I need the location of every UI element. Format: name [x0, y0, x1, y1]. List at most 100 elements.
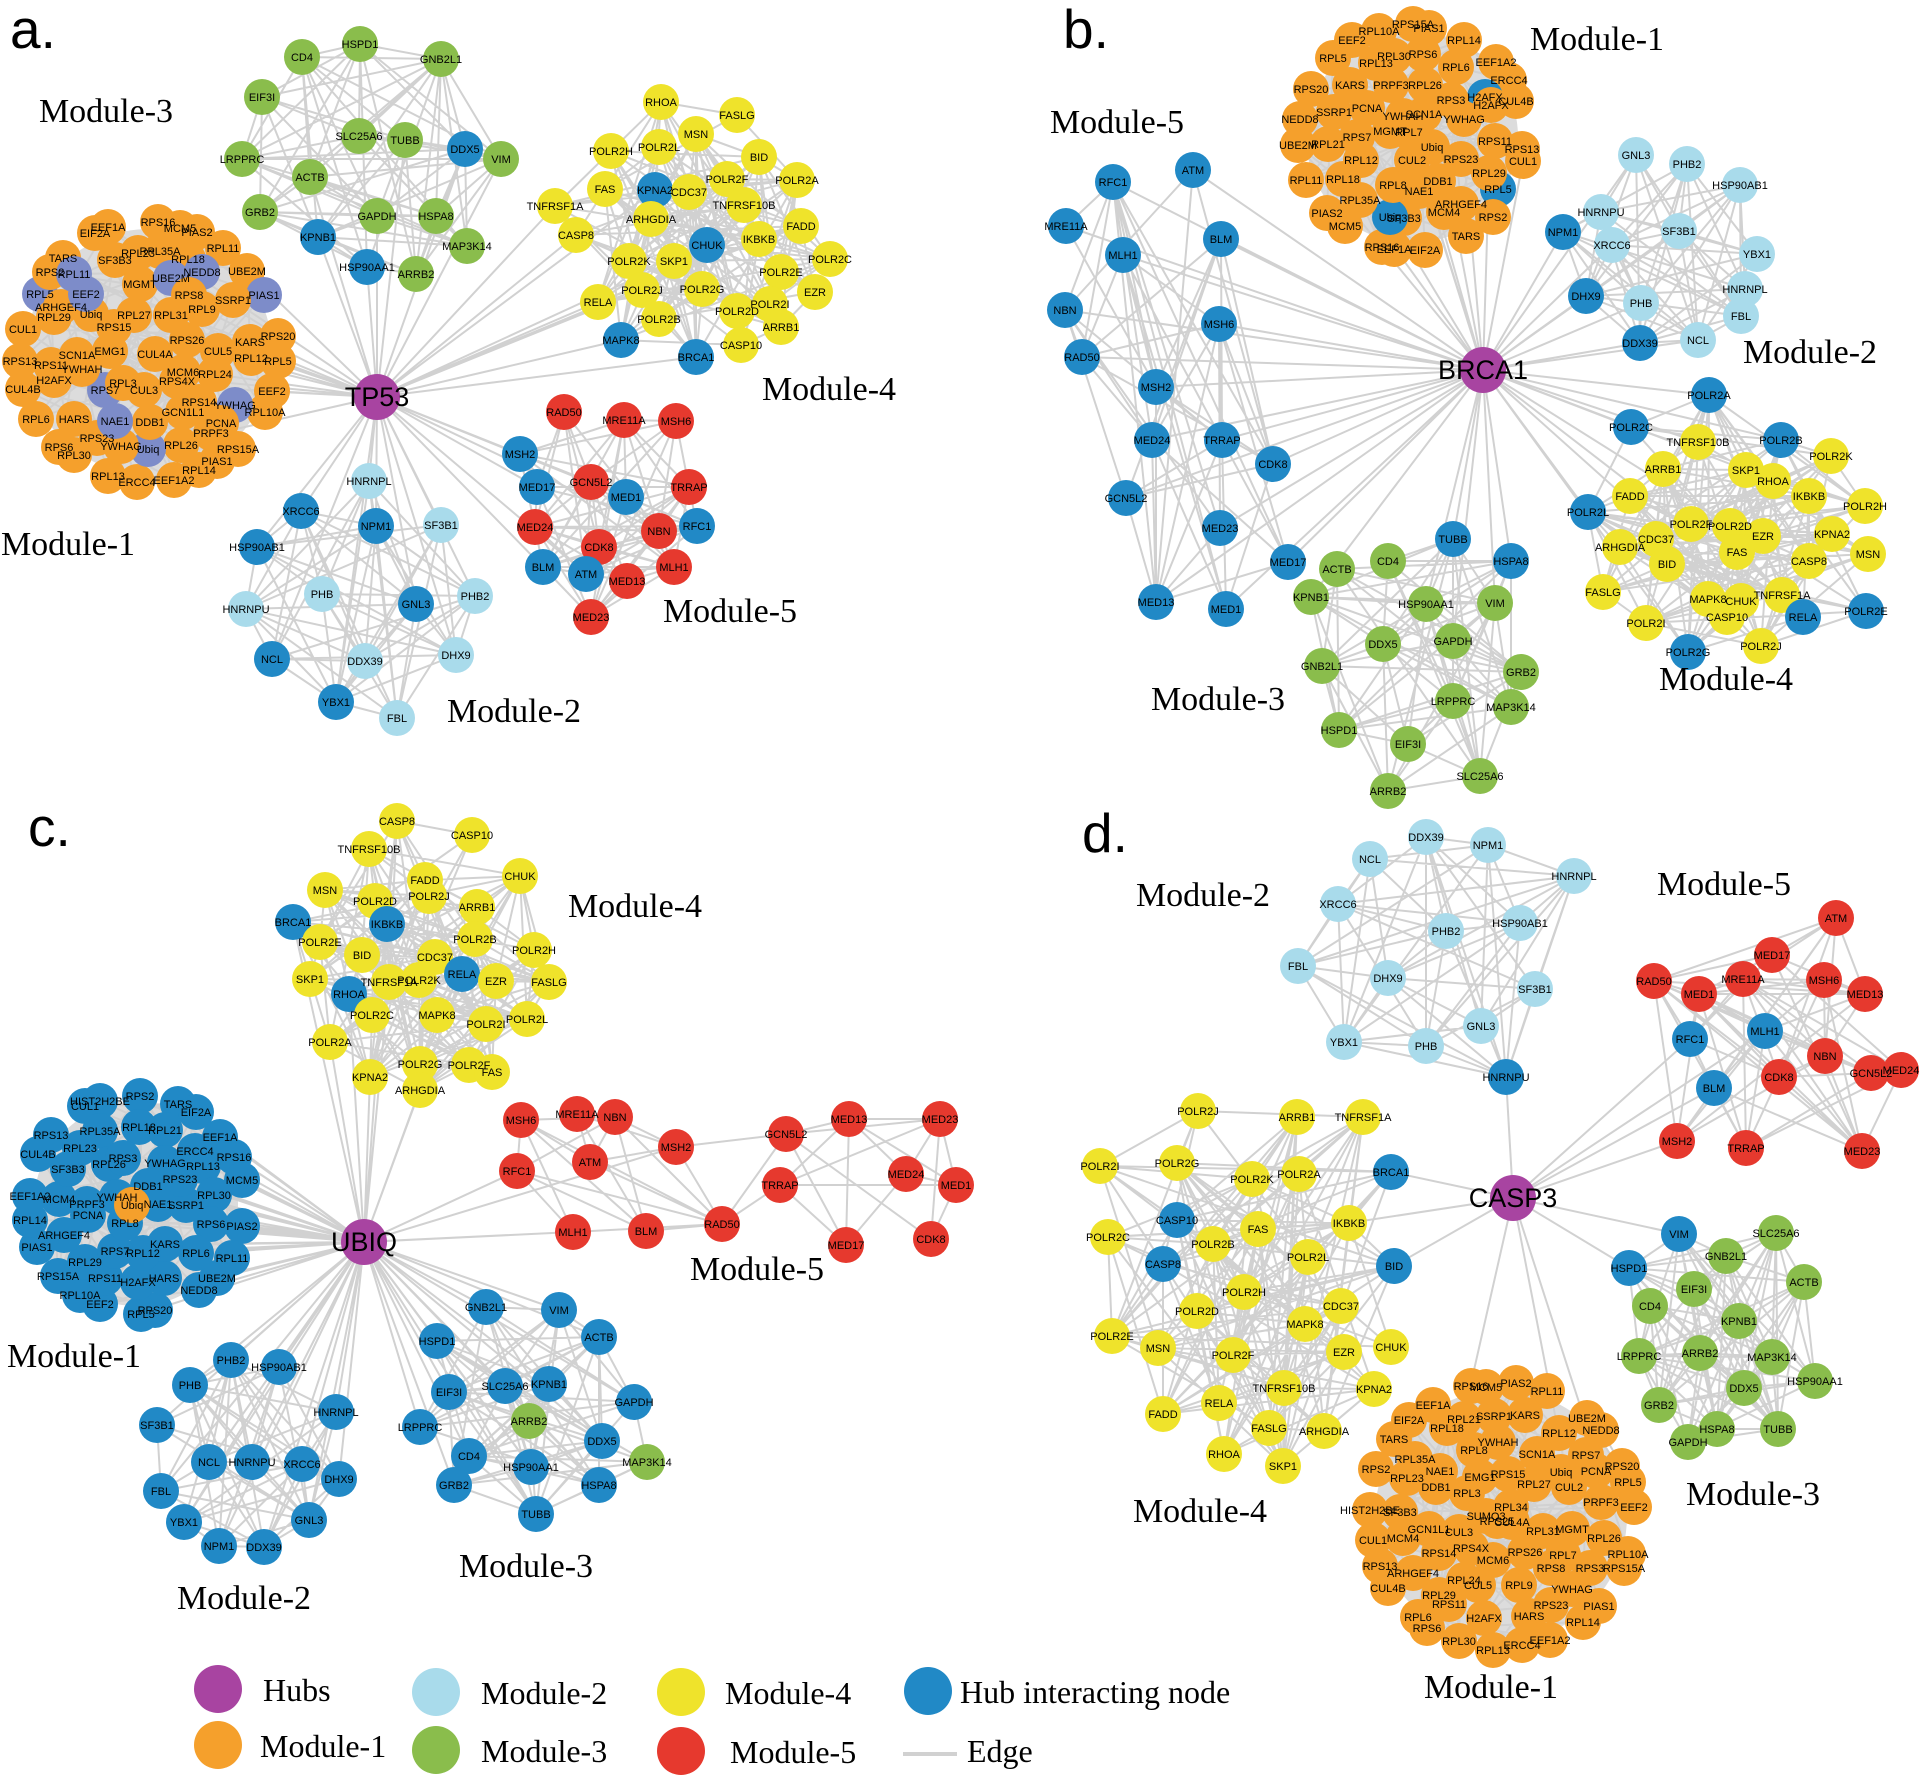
svg-text:CUL2: CUL2	[1398, 155, 1426, 167]
svg-text:MGMT: MGMT	[1373, 126, 1407, 138]
svg-text:RPS11: RPS11	[34, 360, 68, 372]
svg-text:DDX39: DDX39	[1622, 338, 1657, 350]
svg-text:RPL14: RPL14	[13, 1215, 47, 1227]
svg-text:FASLG: FASLG	[531, 977, 566, 989]
svg-text:MSN: MSN	[1856, 549, 1881, 561]
svg-text:FBL: FBL	[387, 713, 407, 725]
svg-text:TRRAP: TRRAP	[761, 1180, 798, 1192]
svg-text:DHX9: DHX9	[441, 650, 470, 662]
svg-text:SCN1A: SCN1A	[59, 350, 96, 362]
svg-text:GRB2: GRB2	[1644, 1400, 1674, 1412]
svg-text:SF3B1: SF3B1	[1662, 226, 1696, 238]
svg-text:MSH2: MSH2	[1662, 1136, 1693, 1148]
svg-text:RPL35A: RPL35A	[1340, 195, 1382, 207]
svg-text:POLR2I: POLR2I	[1080, 1161, 1119, 1173]
svg-text:FAS: FAS	[1248, 1224, 1269, 1236]
svg-text:GNB2L1: GNB2L1	[1705, 1251, 1747, 1263]
svg-text:BLM: BLM	[635, 1226, 658, 1238]
svg-text:CUL5: CUL5	[1464, 1580, 1492, 1592]
svg-text:RELA: RELA	[1205, 1398, 1234, 1410]
svg-text:TNFRSF1A: TNFRSF1A	[1754, 590, 1812, 602]
svg-text:KPNB1: KPNB1	[300, 232, 336, 244]
svg-text:RPL27: RPL27	[1517, 1479, 1551, 1491]
svg-text:H2AFX: H2AFX	[1467, 92, 1503, 104]
svg-text:FAS: FAS	[1727, 547, 1748, 559]
svg-text:Hub interacting node: Hub interacting node	[960, 1674, 1230, 1710]
svg-text:RPS13: RPS13	[1363, 1561, 1398, 1573]
svg-text:GRB2: GRB2	[1506, 667, 1536, 679]
svg-text:ERCC4: ERCC4	[1490, 75, 1527, 87]
svg-text:HARS: HARS	[149, 1273, 180, 1285]
svg-text:RPS6: RPS6	[1413, 1623, 1442, 1635]
svg-text:GNL3: GNL3	[1622, 150, 1651, 162]
svg-text:TARS: TARS	[49, 253, 78, 265]
svg-text:YWHAG: YWHAG	[1551, 1584, 1593, 1596]
svg-text:RPL12: RPL12	[1542, 1428, 1576, 1440]
svg-text:RPS23: RPS23	[80, 433, 115, 445]
svg-text:RPS7: RPS7	[101, 1246, 130, 1258]
svg-text:GAPDH: GAPDH	[1668, 1437, 1707, 1449]
svg-text:MCM4: MCM4	[1387, 1533, 1419, 1545]
svg-text:MCM6: MCM6	[1477, 1555, 1509, 1567]
svg-text:RELA: RELA	[584, 297, 613, 309]
svg-text:POLR2J: POLR2J	[621, 285, 663, 297]
svg-text:NPM1: NPM1	[204, 1541, 235, 1553]
svg-text:H2AFX: H2AFX	[120, 1277, 156, 1289]
svg-text:RPL30: RPL30	[1442, 1636, 1476, 1648]
svg-text:CDC37: CDC37	[671, 187, 707, 199]
svg-text:ATM: ATM	[575, 569, 597, 581]
svg-text:MSN: MSN	[1146, 1343, 1171, 1355]
svg-text:RPL29: RPL29	[1422, 1590, 1456, 1602]
svg-text:CASP8: CASP8	[558, 230, 594, 242]
svg-text:RAD50: RAD50	[546, 407, 581, 419]
svg-text:RPL3: RPL3	[109, 378, 137, 390]
svg-text:RPS7: RPS7	[1343, 132, 1372, 144]
svg-text:TNFRSF1A: TNFRSF1A	[1335, 1112, 1393, 1124]
svg-text:RHOA: RHOA	[333, 989, 365, 1001]
svg-text:BID: BID	[750, 152, 768, 164]
svg-text:RPS16: RPS16	[1365, 242, 1400, 254]
svg-text:PHB2: PHB2	[461, 591, 490, 603]
svg-text:CHUK: CHUK	[1725, 596, 1757, 608]
svg-text:POLR2F: POLR2F	[448, 1060, 491, 1072]
svg-text:NBN: NBN	[647, 526, 670, 538]
svg-text:Module-4: Module-4	[725, 1675, 851, 1711]
svg-text:PIAS1: PIAS1	[248, 290, 279, 302]
svg-text:FADD: FADD	[1148, 1409, 1177, 1421]
svg-text:GCN5L2: GCN5L2	[1105, 493, 1148, 505]
svg-text:MCM4: MCM4	[43, 1194, 75, 1206]
svg-text:Module-4: Module-4	[1133, 1493, 1267, 1530]
svg-text:MAP3K14: MAP3K14	[1486, 702, 1536, 714]
svg-text:POLR2H: POLR2H	[512, 945, 556, 957]
svg-text:EEF2: EEF2	[258, 386, 286, 398]
svg-text:NAE1: NAE1	[1405, 186, 1434, 198]
svg-text:YWHAG: YWHAG	[100, 441, 142, 453]
svg-text:MLH1: MLH1	[558, 1227, 587, 1239]
svg-text:FADD: FADD	[786, 221, 815, 233]
svg-text:RPS23: RPS23	[1444, 154, 1479, 166]
svg-text:EEF1A: EEF1A	[1416, 1400, 1452, 1412]
svg-text:MSH6: MSH6	[1204, 319, 1235, 331]
svg-text:TARS: TARS	[164, 1099, 193, 1111]
svg-text:ARHGEF4: ARHGEF4	[1387, 1568, 1439, 1580]
svg-text:CUL4B: CUL4B	[1498, 96, 1533, 108]
svg-text:RFC1: RFC1	[1676, 1034, 1705, 1046]
svg-text:POLR2H: POLR2H	[589, 146, 633, 158]
svg-text:Module-5: Module-5	[690, 1251, 824, 1288]
svg-text:MRE11A: MRE11A	[1721, 974, 1765, 986]
svg-text:RPL3: RPL3	[1453, 1488, 1481, 1500]
svg-text:CDK8: CDK8	[1258, 459, 1287, 471]
svg-text:RPL18: RPL18	[1326, 174, 1360, 186]
svg-text:Module-2: Module-2	[177, 1580, 311, 1617]
svg-text:POLR2A: POLR2A	[775, 175, 819, 187]
svg-text:EZR: EZR	[485, 976, 507, 988]
svg-text:MLH1: MLH1	[1750, 1026, 1779, 1038]
svg-text:MAP3K14: MAP3K14	[442, 241, 492, 253]
svg-text:RPL6: RPL6	[182, 1248, 210, 1260]
svg-text:NAE1: NAE1	[1426, 1466, 1455, 1478]
svg-text:XRCC6: XRCC6	[282, 506, 319, 518]
svg-text:EEF1A: EEF1A	[1377, 244, 1413, 256]
svg-text:TNFRSF10B: TNFRSF10B	[1667, 437, 1730, 449]
svg-text:ATM: ATM	[1182, 165, 1204, 177]
svg-text:ACTB: ACTB	[295, 172, 324, 184]
